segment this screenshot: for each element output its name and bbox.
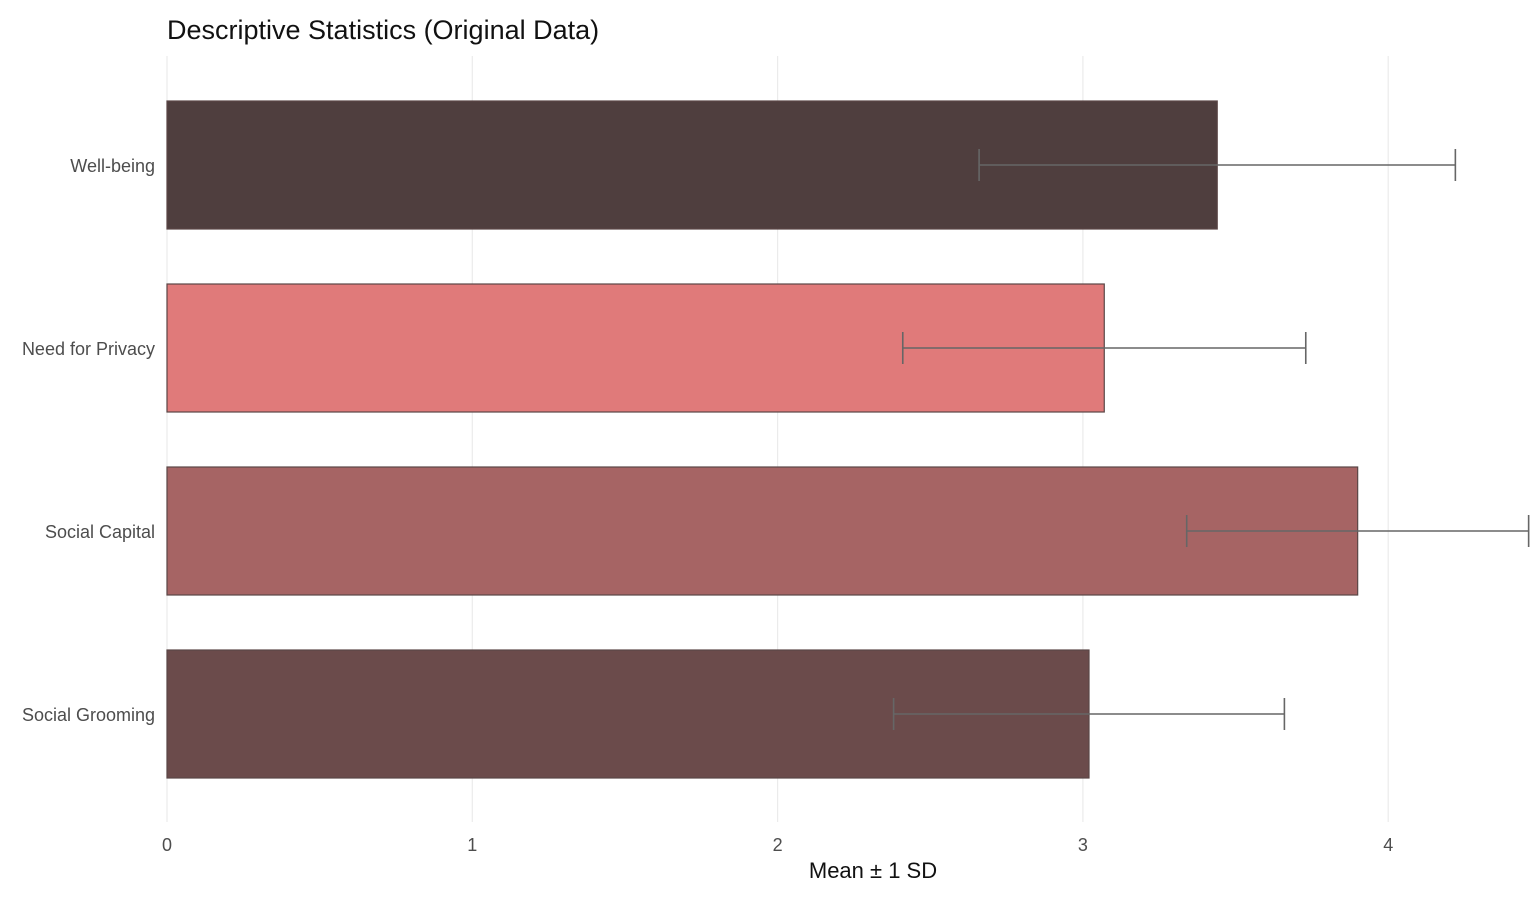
bar-social-capital [166,466,1359,596]
x-axis-label: Mean ± 1 SD [809,858,937,883]
y-tick-label-social-capital: Social Capital [45,522,155,542]
chart-title: Descriptive Statistics (Original Data) [167,15,599,45]
error-bar-social-grooming [892,698,1286,730]
x-tick-label-1: 1 [467,835,477,855]
error-bar-need-for-privacy [901,332,1307,364]
error-bars [892,149,1530,730]
y-axis-ticks: Well-being Need for Privacy Social Capital… [22,156,155,725]
error-bar-social-capital [1185,515,1530,547]
error-bar-well-being [978,149,1457,181]
y-tick-label-well-being: Well-being [70,156,155,176]
x-tick-label-3: 3 [1078,835,1088,855]
x-tick-label-4: 4 [1383,835,1393,855]
x-axis-ticks: 0 1 2 3 4 [162,835,1393,855]
x-tick-label-2: 2 [773,835,783,855]
bars [166,100,1359,779]
y-tick-label-social-grooming: Social Grooming [22,705,155,725]
y-tick-label-need-for-privacy: Need for Privacy [22,339,155,359]
x-tick-label-0: 0 [162,835,172,855]
